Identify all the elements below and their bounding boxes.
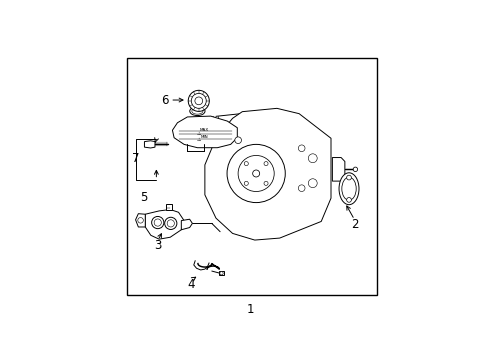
Circle shape (191, 93, 206, 108)
Text: 1: 1 (246, 303, 254, 316)
Text: 2: 2 (350, 218, 358, 231)
Polygon shape (181, 219, 192, 230)
Circle shape (346, 175, 351, 180)
Circle shape (352, 167, 357, 172)
Polygon shape (172, 116, 237, 148)
Ellipse shape (189, 107, 204, 116)
Polygon shape (332, 158, 344, 181)
Circle shape (164, 217, 177, 229)
Polygon shape (144, 141, 155, 148)
Circle shape (226, 144, 285, 203)
Polygon shape (218, 271, 224, 275)
Ellipse shape (338, 173, 358, 205)
Text: 3: 3 (154, 239, 161, 252)
Circle shape (308, 154, 317, 163)
Text: 7: 7 (132, 152, 139, 165)
Ellipse shape (341, 177, 355, 200)
Polygon shape (135, 214, 145, 227)
Polygon shape (166, 204, 171, 210)
Text: 4: 4 (187, 278, 194, 291)
Text: ⚠: ⚠ (197, 131, 201, 136)
Text: ⚠: ⚠ (197, 136, 201, 141)
Text: 6: 6 (161, 94, 168, 107)
Circle shape (298, 145, 305, 152)
Circle shape (234, 137, 241, 144)
Circle shape (264, 162, 267, 166)
Circle shape (167, 220, 174, 227)
Text: MIN: MIN (200, 135, 207, 139)
Circle shape (308, 179, 317, 188)
Circle shape (220, 271, 223, 275)
Circle shape (151, 216, 163, 229)
Polygon shape (204, 108, 330, 240)
Bar (127, 58, 376, 296)
Circle shape (154, 219, 161, 226)
Circle shape (244, 181, 248, 185)
Circle shape (298, 185, 305, 192)
Circle shape (264, 181, 267, 185)
Circle shape (138, 217, 143, 223)
Text: MAX: MAX (199, 128, 208, 132)
Circle shape (195, 97, 202, 105)
Circle shape (252, 170, 259, 177)
Circle shape (244, 162, 248, 166)
Text: 5: 5 (140, 190, 147, 203)
Circle shape (238, 156, 274, 192)
Ellipse shape (191, 108, 203, 114)
Polygon shape (145, 210, 183, 239)
Circle shape (346, 198, 351, 202)
Circle shape (188, 90, 209, 111)
